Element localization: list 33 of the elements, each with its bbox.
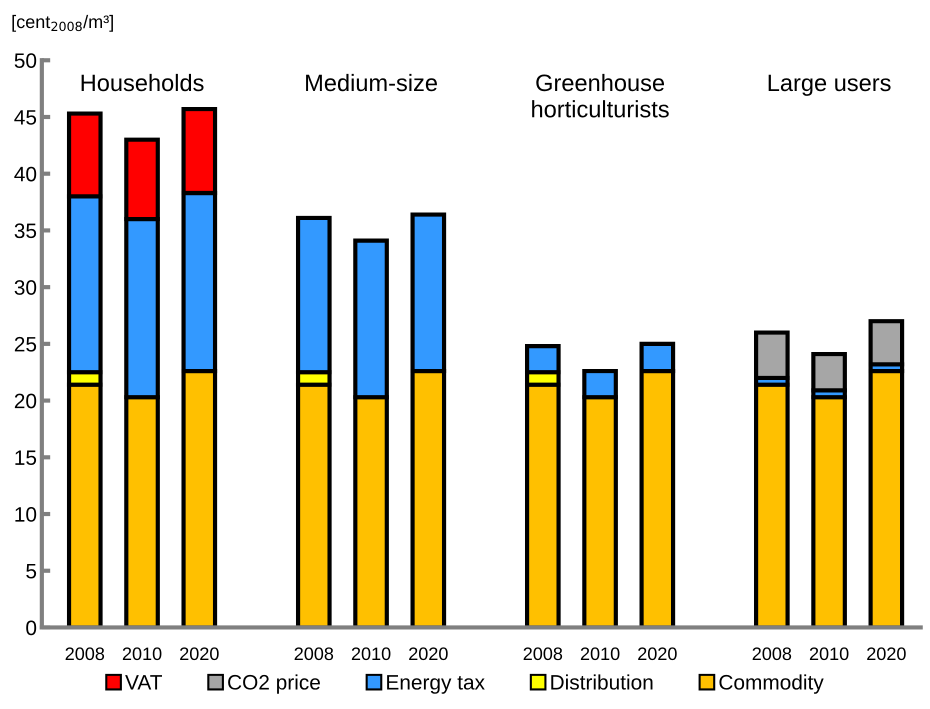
y-tick-label: 5 bbox=[26, 564, 36, 578]
x-tick-label: 2008 bbox=[752, 647, 792, 660]
y-tick-label: 20 bbox=[14, 394, 36, 408]
legend-label: Distribution bbox=[551, 674, 652, 690]
y-tick-label: 40 bbox=[14, 166, 36, 182]
y-tick-label: 10 bbox=[15, 507, 36, 522]
x-tick-label: 2008 bbox=[524, 647, 562, 660]
x-tick-label: 2010 bbox=[352, 647, 390, 660]
y-axis-title: [cent$_{2008}$/m³] bbox=[12, 14, 113, 32]
y-tick-label: 0 bbox=[26, 620, 36, 636]
annotation: Households bbox=[82, 74, 204, 92]
annotation: Greenhouse horticulturists bbox=[532, 74, 669, 118]
x-tick-label: 2020 bbox=[180, 647, 219, 660]
legend-label: CO2 price bbox=[228, 674, 320, 694]
x-tick-label: 2020 bbox=[867, 647, 906, 660]
annotation: Medium-size bbox=[306, 74, 437, 92]
y-tick-label: 30 bbox=[14, 280, 36, 295]
y-tick-label: 50 bbox=[14, 53, 36, 68]
legend-label: Energy tax bbox=[387, 675, 485, 694]
x-tick-label: 2020 bbox=[638, 647, 677, 660]
x-tick-label: 2008 bbox=[66, 647, 104, 660]
y-tick-label: 35 bbox=[14, 223, 36, 238]
y-tick-label: 15 bbox=[15, 450, 36, 466]
y-tick-label: 45 bbox=[14, 110, 36, 125]
x-tick-label: 2010 bbox=[810, 647, 848, 660]
legend-label: VAT bbox=[125, 675, 162, 690]
x-tick-label: 2010 bbox=[122, 647, 162, 660]
x-tick-label: 2010 bbox=[580, 647, 620, 660]
legend-label: Commodity bbox=[719, 674, 824, 694]
x-tick-label: 2008 bbox=[294, 647, 334, 660]
x-tick-label: 2020 bbox=[409, 647, 448, 660]
annotation: Large users bbox=[768, 74, 891, 96]
y-tick-label: 25 bbox=[14, 336, 36, 352]
